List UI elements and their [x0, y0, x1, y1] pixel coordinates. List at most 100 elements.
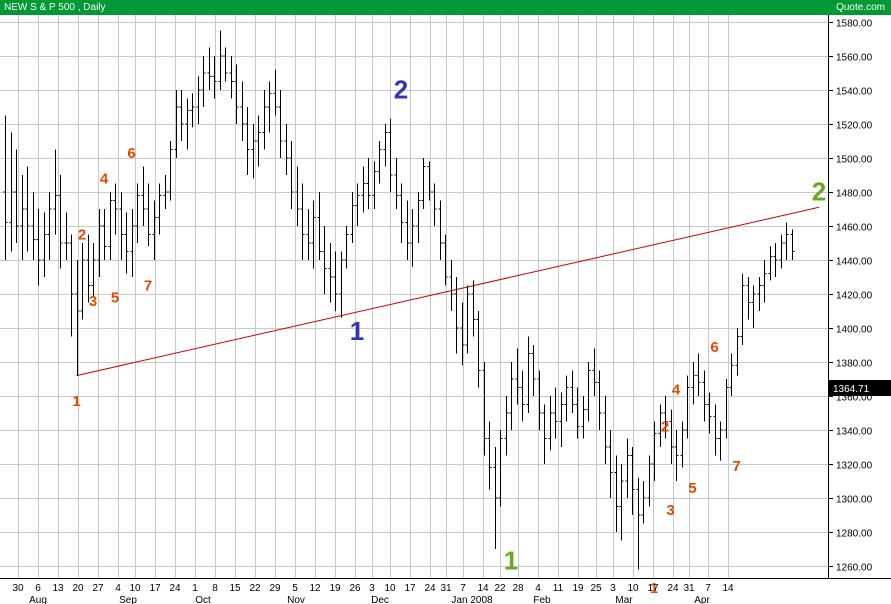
ohlc-bar	[97, 209, 102, 277]
y-tick-label: 1280.00	[836, 529, 873, 540]
ohlc-bar	[64, 212, 69, 260]
x-tick-label: 7	[705, 583, 711, 594]
ohlc-bar	[454, 277, 459, 354]
month-label: Sep	[119, 595, 137, 604]
chart-title: NEW S & P 500 , Daily	[4, 2, 106, 13]
ohlc-bar	[179, 90, 184, 141]
wave-label: 2	[661, 419, 669, 436]
x-tick-label: 3	[369, 583, 375, 594]
y-tick-label: 1580.00	[836, 19, 873, 30]
ohlc-bar	[674, 430, 679, 481]
ohlc-bar	[25, 166, 30, 252]
x-tick-label: 11	[553, 583, 564, 594]
ohlc-bar	[465, 285, 470, 354]
x-tick-label: 28	[512, 583, 524, 594]
ohlc-bar	[443, 234, 448, 286]
x-tick-label: 4	[115, 583, 121, 594]
ohlc-bar	[493, 447, 498, 549]
ohlc-bar	[372, 161, 377, 209]
ohlc-bar	[614, 455, 619, 532]
last-price-tag: 1364.71	[829, 379, 891, 396]
y-tick-label: 1380.00	[836, 359, 873, 370]
ohlc-bar	[361, 166, 366, 213]
ohlc-bar	[790, 229, 795, 260]
ohlc-bar	[350, 192, 355, 243]
ohlc-bar	[207, 47, 212, 90]
ohlc-bar	[9, 132, 14, 252]
y-tick-label: 1400.00	[836, 325, 873, 336]
last-price-box	[829, 379, 891, 396]
ohlc-bar	[482, 362, 487, 456]
ohlc-bar	[773, 243, 778, 277]
ohlc-bar	[586, 362, 591, 422]
wave-label: 2	[394, 75, 408, 105]
ohlc-bar	[724, 379, 729, 439]
ohlc-bar	[53, 149, 58, 235]
ohlc-bar	[75, 260, 80, 376]
ohlc-bar	[157, 183, 162, 235]
ohlc-bar	[663, 396, 668, 439]
ohlc-bar	[757, 277, 762, 311]
wave-label: 1	[350, 316, 364, 346]
ohlc-bar	[647, 455, 652, 507]
x-tick-label: 26	[349, 583, 361, 594]
ohlc-bar	[641, 481, 646, 524]
y-tick-label: 1340.00	[836, 427, 873, 438]
ohlc-bar	[113, 183, 118, 235]
ohlc-bar	[597, 370, 602, 430]
ohlc-bar	[212, 56, 217, 99]
wave-label: 4	[100, 171, 109, 188]
x-tick-label: 19	[329, 583, 341, 594]
wave-label: 5	[111, 290, 119, 307]
ohlc-bar	[537, 370, 542, 430]
ohlc-bar	[542, 404, 547, 464]
ohlc-bar	[509, 362, 514, 430]
last-price-value: 1364.71	[833, 384, 870, 395]
ohlc-bar	[196, 76, 201, 124]
ohlc-bar	[229, 56, 234, 99]
x-tick-label: 31	[440, 583, 452, 594]
month-label: Apr	[694, 595, 710, 604]
x-axis: 30 6 13 20 27 4 10 17 24 1 8 15 22 29 5 12 19 26 3 10 17 24 31…	[12, 583, 734, 604]
ohlc-bar	[531, 345, 536, 396]
ohlc-bar	[201, 56, 206, 107]
ohlc-bar	[636, 477, 641, 570]
ohlc-bar	[707, 392, 712, 434]
x-tick-label: 17	[647, 583, 659, 594]
ohlc-bar	[394, 158, 399, 209]
x-tick-label: 31	[683, 583, 695, 594]
x-tick-label: 12	[309, 583, 321, 594]
ohlc-bar	[31, 192, 36, 260]
x-tick-label: 22	[249, 583, 261, 594]
x-tick-label: 14	[477, 583, 489, 594]
ohlc-bar	[119, 192, 124, 260]
ohlc-bar	[559, 392, 564, 447]
wave-label: 2	[812, 177, 826, 207]
ohlc-bar	[526, 336, 531, 413]
x-tick-label: 10	[627, 583, 639, 594]
y-tick-label: 1260.00	[836, 563, 873, 574]
ohlc-bar	[86, 234, 91, 303]
y-tick-label: 1560.00	[836, 53, 873, 64]
ohlc-bar	[3, 115, 8, 260]
month-label: Jan 2008	[451, 595, 493, 604]
ohlc-bar	[691, 362, 696, 405]
ohlc-bar	[432, 183, 437, 226]
ohlc-bar	[680, 421, 685, 468]
x-tick-label: 10	[129, 583, 141, 594]
ohlc-bar	[317, 192, 322, 260]
ohlc-bar	[267, 81, 272, 133]
x-tick-label: 10	[384, 583, 396, 594]
ohlc-bar	[251, 124, 256, 179]
ohlc-bar	[328, 243, 333, 303]
ohlc-bar	[58, 175, 63, 269]
plot-area	[0, 15, 828, 578]
y-tick-label: 1540.00	[836, 87, 873, 98]
x-tick-label: 5	[292, 583, 298, 594]
ohlc-bar	[36, 209, 41, 286]
x-tick-label: 25	[590, 583, 602, 594]
ohlc-bar	[223, 47, 228, 82]
wave-label: 6	[127, 145, 135, 162]
ohlc-bar	[69, 234, 74, 337]
